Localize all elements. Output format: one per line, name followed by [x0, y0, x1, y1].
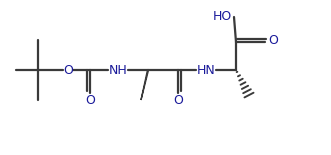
Text: O: O — [173, 93, 183, 106]
Text: O: O — [63, 64, 73, 77]
Text: O: O — [268, 35, 278, 47]
Text: NH: NH — [109, 64, 127, 77]
Polygon shape — [141, 70, 149, 100]
Text: O: O — [85, 93, 95, 106]
Text: HN: HN — [197, 64, 215, 77]
Text: HO: HO — [213, 11, 232, 24]
